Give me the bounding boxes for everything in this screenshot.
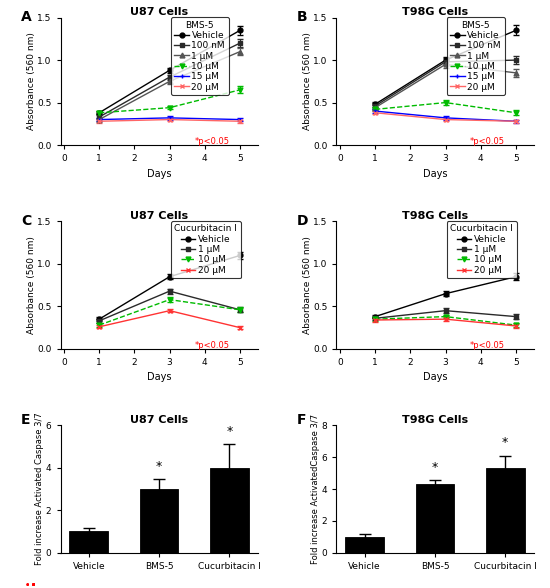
Y-axis label: Absorbance (560 nm): Absorbance (560 nm) bbox=[27, 236, 36, 334]
Text: •: • bbox=[31, 581, 36, 588]
Text: •: • bbox=[31, 581, 36, 588]
Bar bbox=[69, 532, 108, 553]
Text: •: • bbox=[25, 581, 30, 588]
Text: *p<0.05: *p<0.05 bbox=[470, 341, 505, 350]
Title: T98G Cells: T98G Cells bbox=[402, 211, 468, 220]
Legend: Vehicle, 1 μM, 10 μM, 20 μM: Vehicle, 1 μM, 10 μM, 20 μM bbox=[170, 220, 241, 278]
Bar bbox=[416, 485, 454, 553]
Text: A: A bbox=[21, 10, 32, 24]
Text: B: B bbox=[297, 10, 307, 24]
Legend: Vehicle, 100 nM, 1 μM, 10 μM, 15 μM, 20 μM: Vehicle, 100 nM, 1 μM, 10 μM, 15 μM, 20 … bbox=[447, 17, 504, 95]
Title: T98G Cells: T98G Cells bbox=[402, 7, 468, 17]
Text: F: F bbox=[297, 413, 306, 426]
Text: •: • bbox=[31, 581, 36, 588]
Title: U87 Cells: U87 Cells bbox=[130, 211, 188, 220]
Bar bbox=[210, 468, 249, 553]
Text: •: • bbox=[31, 581, 36, 588]
Text: •: • bbox=[25, 581, 30, 588]
Text: *: * bbox=[156, 460, 162, 473]
Text: *p<0.05: *p<0.05 bbox=[194, 341, 229, 350]
Bar bbox=[140, 489, 178, 553]
Text: •: • bbox=[31, 581, 36, 588]
Y-axis label: Fold increase ActivatedCaspase 3/7: Fold increase ActivatedCaspase 3/7 bbox=[311, 414, 320, 564]
Y-axis label: Absorbance (560 nm): Absorbance (560 nm) bbox=[302, 236, 312, 334]
Title: U87 Cells: U87 Cells bbox=[130, 7, 188, 17]
X-axis label: Days: Days bbox=[147, 372, 171, 382]
Y-axis label: Absorbance (560 nm): Absorbance (560 nm) bbox=[302, 32, 312, 131]
Legend: Vehicle, 1 μM, 10 μM, 20 μM: Vehicle, 1 μM, 10 μM, 20 μM bbox=[447, 220, 516, 278]
Text: •: • bbox=[31, 581, 36, 588]
Text: •: • bbox=[31, 581, 36, 588]
Bar bbox=[345, 537, 384, 553]
Legend: Vehicle, 100 nM, 1 μM, 10 μM, 15 μM, 20 μM: Vehicle, 100 nM, 1 μM, 10 μM, 15 μM, 20 … bbox=[170, 17, 229, 95]
X-axis label: Days: Days bbox=[147, 169, 171, 179]
X-axis label: Days: Days bbox=[423, 169, 447, 179]
Text: •: • bbox=[31, 581, 36, 588]
Title: U87 Cells: U87 Cells bbox=[130, 415, 188, 425]
X-axis label: Days: Days bbox=[423, 372, 447, 382]
Text: *p<0.05: *p<0.05 bbox=[470, 137, 505, 146]
Text: C: C bbox=[21, 214, 31, 228]
Text: *: * bbox=[502, 436, 508, 449]
Y-axis label: Fold increase Activated Caspase 3/7: Fold increase Activated Caspase 3/7 bbox=[35, 413, 45, 566]
Text: *p<0.05: *p<0.05 bbox=[194, 137, 229, 146]
Text: D: D bbox=[297, 214, 309, 228]
Text: •: • bbox=[31, 581, 36, 588]
Text: E: E bbox=[21, 413, 31, 426]
Text: *: * bbox=[226, 425, 233, 438]
Text: *: * bbox=[432, 461, 438, 474]
Y-axis label: Absorbance (560 nm): Absorbance (560 nm) bbox=[27, 32, 36, 131]
Text: •: • bbox=[31, 581, 36, 588]
Bar bbox=[486, 468, 525, 553]
Title: T98G Cells: T98G Cells bbox=[402, 415, 468, 425]
